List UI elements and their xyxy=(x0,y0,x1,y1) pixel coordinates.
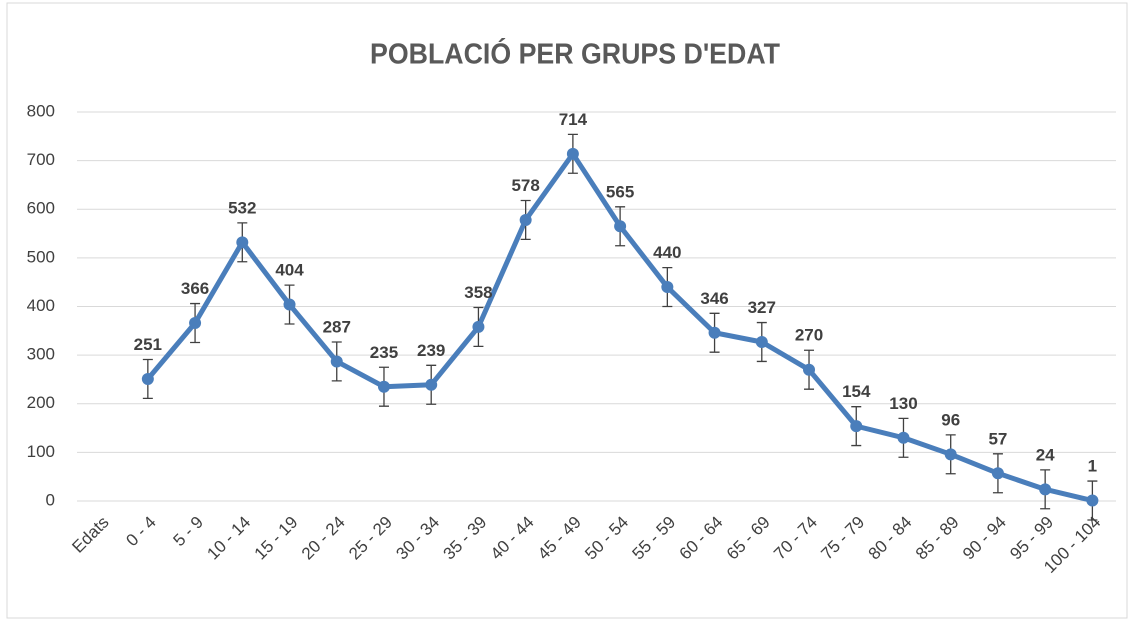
marker xyxy=(377,380,390,393)
y-tick-label: 700 xyxy=(27,150,55,169)
marker xyxy=(897,431,910,444)
data-label: 578 xyxy=(511,176,539,195)
data-label: 358 xyxy=(464,283,492,302)
marker xyxy=(283,298,296,311)
data-label: 287 xyxy=(323,317,351,336)
data-label: 532 xyxy=(228,198,256,217)
data-label: 1 xyxy=(1088,457,1097,476)
data-label: 96 xyxy=(941,410,960,429)
data-label: 346 xyxy=(700,289,728,308)
marker xyxy=(755,335,768,348)
data-label: 404 xyxy=(275,261,304,280)
marker xyxy=(519,213,532,226)
marker xyxy=(944,448,957,461)
data-label: 57 xyxy=(988,429,1007,448)
marker xyxy=(708,326,721,339)
marker xyxy=(614,220,627,233)
y-tick-label: 500 xyxy=(27,247,55,266)
y-tick-label: 200 xyxy=(27,393,55,412)
marker xyxy=(189,317,202,330)
marker xyxy=(425,378,438,391)
data-label: 239 xyxy=(417,341,445,360)
y-tick-label: 400 xyxy=(27,296,55,315)
y-tick-label: 800 xyxy=(27,101,55,120)
marker xyxy=(1039,483,1052,496)
data-label: 714 xyxy=(559,110,588,129)
marker xyxy=(661,281,674,294)
marker xyxy=(236,236,249,249)
chart-title: POBLACIÓ PER GRUPS D'EDAT xyxy=(370,37,780,71)
y-tick-label: 300 xyxy=(27,345,55,364)
marker xyxy=(566,147,579,160)
data-label: 235 xyxy=(370,343,398,362)
marker xyxy=(330,355,343,368)
y-tick-label: 100 xyxy=(27,442,55,461)
data-label: 154 xyxy=(842,382,871,401)
data-label: 251 xyxy=(134,335,162,354)
data-label: 366 xyxy=(181,279,209,298)
marker xyxy=(141,372,154,385)
y-tick-label: 0 xyxy=(46,490,55,509)
data-label: 130 xyxy=(889,394,917,413)
chart-frame xyxy=(6,2,1128,619)
data-label: 440 xyxy=(653,243,681,262)
y-tick-label: 600 xyxy=(27,199,55,218)
data-label: 270 xyxy=(795,326,823,345)
marker xyxy=(1086,494,1099,507)
marker xyxy=(803,363,816,376)
data-label: 24 xyxy=(1036,445,1055,464)
data-label: 565 xyxy=(606,182,634,201)
marker xyxy=(991,467,1004,480)
data-label: 327 xyxy=(748,298,776,317)
marker xyxy=(850,420,863,433)
marker xyxy=(472,320,485,333)
